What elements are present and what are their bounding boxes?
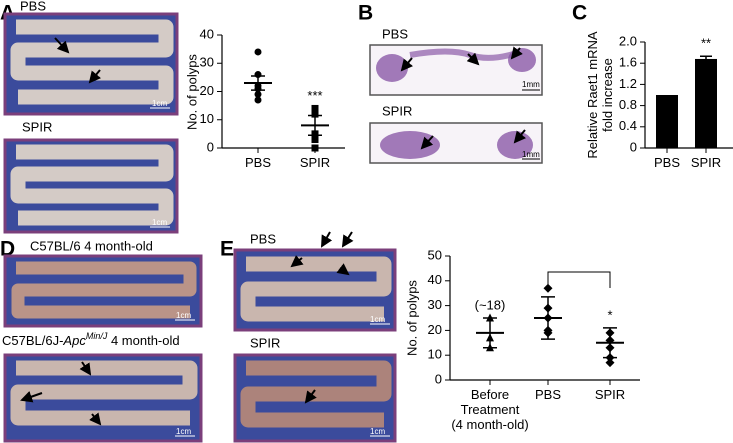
- error-bar: [700, 55, 712, 59]
- scale-label: 1cm: [370, 427, 385, 436]
- scale-label: 1cm: [176, 427, 191, 436]
- label-part: Min/J: [86, 331, 108, 341]
- photo-label: SPIR: [250, 335, 280, 350]
- panel-letter: C: [572, 2, 587, 25]
- photo-label: PBS: [20, 0, 46, 13]
- y-axis-label: No. of polyps: [184, 54, 200, 130]
- photo: 1mm: [369, 122, 543, 164]
- y-tick-label: 40: [200, 26, 214, 41]
- y-tick-label: 1.2: [619, 76, 637, 91]
- data-point: [543, 283, 553, 293]
- scale-label: 1mm: [522, 80, 540, 89]
- photo: 1cm: [3, 353, 203, 443]
- y-tick-label: 30: [428, 297, 442, 312]
- error-bar: [541, 296, 555, 340]
- y-tick-label: 30: [200, 55, 214, 70]
- scale-label: 1mm: [522, 150, 540, 159]
- x-tick-label: SPIR: [299, 155, 331, 170]
- photo: 1cm: [233, 231, 397, 332]
- photo-label: SPIR: [22, 119, 52, 134]
- data-point: [254, 90, 262, 98]
- significance-bracket: [547, 271, 611, 288]
- y-tick-label: 0: [435, 371, 442, 386]
- panel-letter: E: [220, 238, 234, 261]
- error-bar: [603, 327, 617, 359]
- y-tick-label: 0.8: [619, 97, 637, 112]
- y-tick-label: 50: [428, 247, 442, 262]
- x-tick-label: PBS: [534, 387, 561, 402]
- bar: [656, 95, 678, 148]
- y-tick-label: 20: [428, 322, 442, 337]
- data-point: [311, 144, 319, 152]
- label-part: 4 month-old: [107, 333, 179, 348]
- y-tick-label: 0: [207, 139, 214, 154]
- scale-label: 1cm: [176, 311, 191, 320]
- data-point: [254, 96, 262, 104]
- photo: 1cm: [3, 12, 179, 116]
- photo: 1cm: [3, 138, 179, 234]
- scale-label: 1cm: [152, 218, 167, 227]
- scale-label: 1cm: [370, 315, 385, 324]
- y-tick-label: 40: [428, 272, 442, 287]
- label-part: Apc: [62, 333, 86, 348]
- annotation: (~18): [475, 297, 506, 312]
- photo: 1cm: [233, 353, 397, 443]
- photo-label: C57BL/6J-ApcMin/J 4 month-old: [2, 331, 180, 348]
- photo-label: C57BL/6 4 month-old: [30, 238, 153, 253]
- x-tick-label: PBS: [653, 155, 680, 170]
- y-axis-label: No. of polyps: [404, 280, 420, 356]
- data-point: [311, 104, 319, 112]
- y-tick-label: 0.4: [619, 118, 637, 133]
- photo: 1cm: [3, 254, 203, 328]
- data-point: [311, 110, 319, 118]
- annotation: ***: [307, 88, 322, 103]
- photo-label: SPIR: [382, 103, 412, 118]
- error-bar: [308, 114, 322, 137]
- error-bar: [251, 75, 265, 91]
- y-tick-label: 10: [200, 111, 214, 126]
- photo: 1mm: [369, 44, 543, 96]
- scale-label: 1cm: [152, 99, 167, 108]
- y-tick-label: 0: [630, 139, 637, 154]
- y-tick-label: 2.0: [619, 33, 637, 48]
- label-part: C57BL/6J-: [2, 333, 63, 348]
- data-point: [254, 48, 262, 56]
- y-tick-label: 10: [428, 347, 442, 362]
- x-tick-label: SPIR: [690, 155, 722, 170]
- photo-label: PBS: [250, 231, 276, 246]
- panel-letter: B: [358, 2, 373, 25]
- error-bar: [483, 317, 497, 349]
- annotation: *: [607, 307, 612, 322]
- x-tick-label: PBS: [244, 155, 271, 170]
- bar: [695, 58, 717, 148]
- photo-label: PBS: [382, 26, 408, 41]
- data-point: [605, 358, 615, 368]
- annotation: **: [701, 36, 711, 51]
- y-axis-label: Relative Raet1 mRNA fold increase: [585, 31, 615, 159]
- x-tick-label: Before Treatment (4 month-old): [451, 387, 529, 432]
- y-tick-label: 20: [200, 83, 214, 98]
- data-point: [311, 136, 319, 144]
- y-tick-label: 1.6: [619, 55, 637, 70]
- x-tick-label: SPIR: [594, 387, 626, 402]
